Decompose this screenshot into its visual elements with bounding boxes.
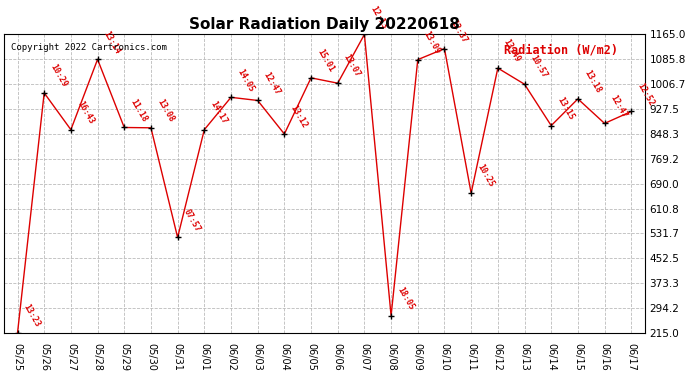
Text: 12:52: 12:52	[635, 81, 656, 107]
Text: 13:23: 13:23	[21, 303, 42, 329]
Text: 13:08: 13:08	[155, 98, 175, 124]
Text: 13:09: 13:09	[422, 29, 442, 56]
Text: 18:05: 18:05	[395, 285, 415, 312]
Text: 12:37: 12:37	[448, 18, 469, 45]
Text: 10:29: 10:29	[48, 63, 68, 89]
Text: Copyright 2022 Cartronics.com: Copyright 2022 Cartronics.com	[10, 44, 166, 52]
Text: 10:25: 10:25	[475, 163, 495, 189]
Text: 14:05: 14:05	[235, 67, 255, 93]
Text: Radiation (W/m2): Radiation (W/m2)	[504, 44, 618, 57]
Text: 12:47: 12:47	[262, 70, 282, 96]
Text: 07:57: 07:57	[181, 207, 202, 233]
Text: 10:57: 10:57	[529, 54, 549, 80]
Text: 13:07: 13:07	[342, 53, 362, 79]
Text: 12:13: 12:13	[368, 4, 389, 30]
Text: 12:47: 12:47	[609, 93, 629, 119]
Text: 13:18: 13:18	[582, 69, 602, 95]
Text: 16:43: 16:43	[75, 99, 95, 126]
Text: 13:14: 13:14	[101, 29, 122, 55]
Text: 15:01: 15:01	[315, 48, 335, 74]
Title: Solar Radiation Daily 20220618: Solar Radiation Daily 20220618	[189, 17, 460, 32]
Text: 14:17: 14:17	[208, 99, 229, 126]
Text: 13:12: 13:12	[288, 104, 309, 130]
Text: 11:18: 11:18	[128, 97, 149, 123]
Text: 13:15: 13:15	[555, 95, 575, 122]
Text: 13:49: 13:49	[502, 38, 522, 64]
